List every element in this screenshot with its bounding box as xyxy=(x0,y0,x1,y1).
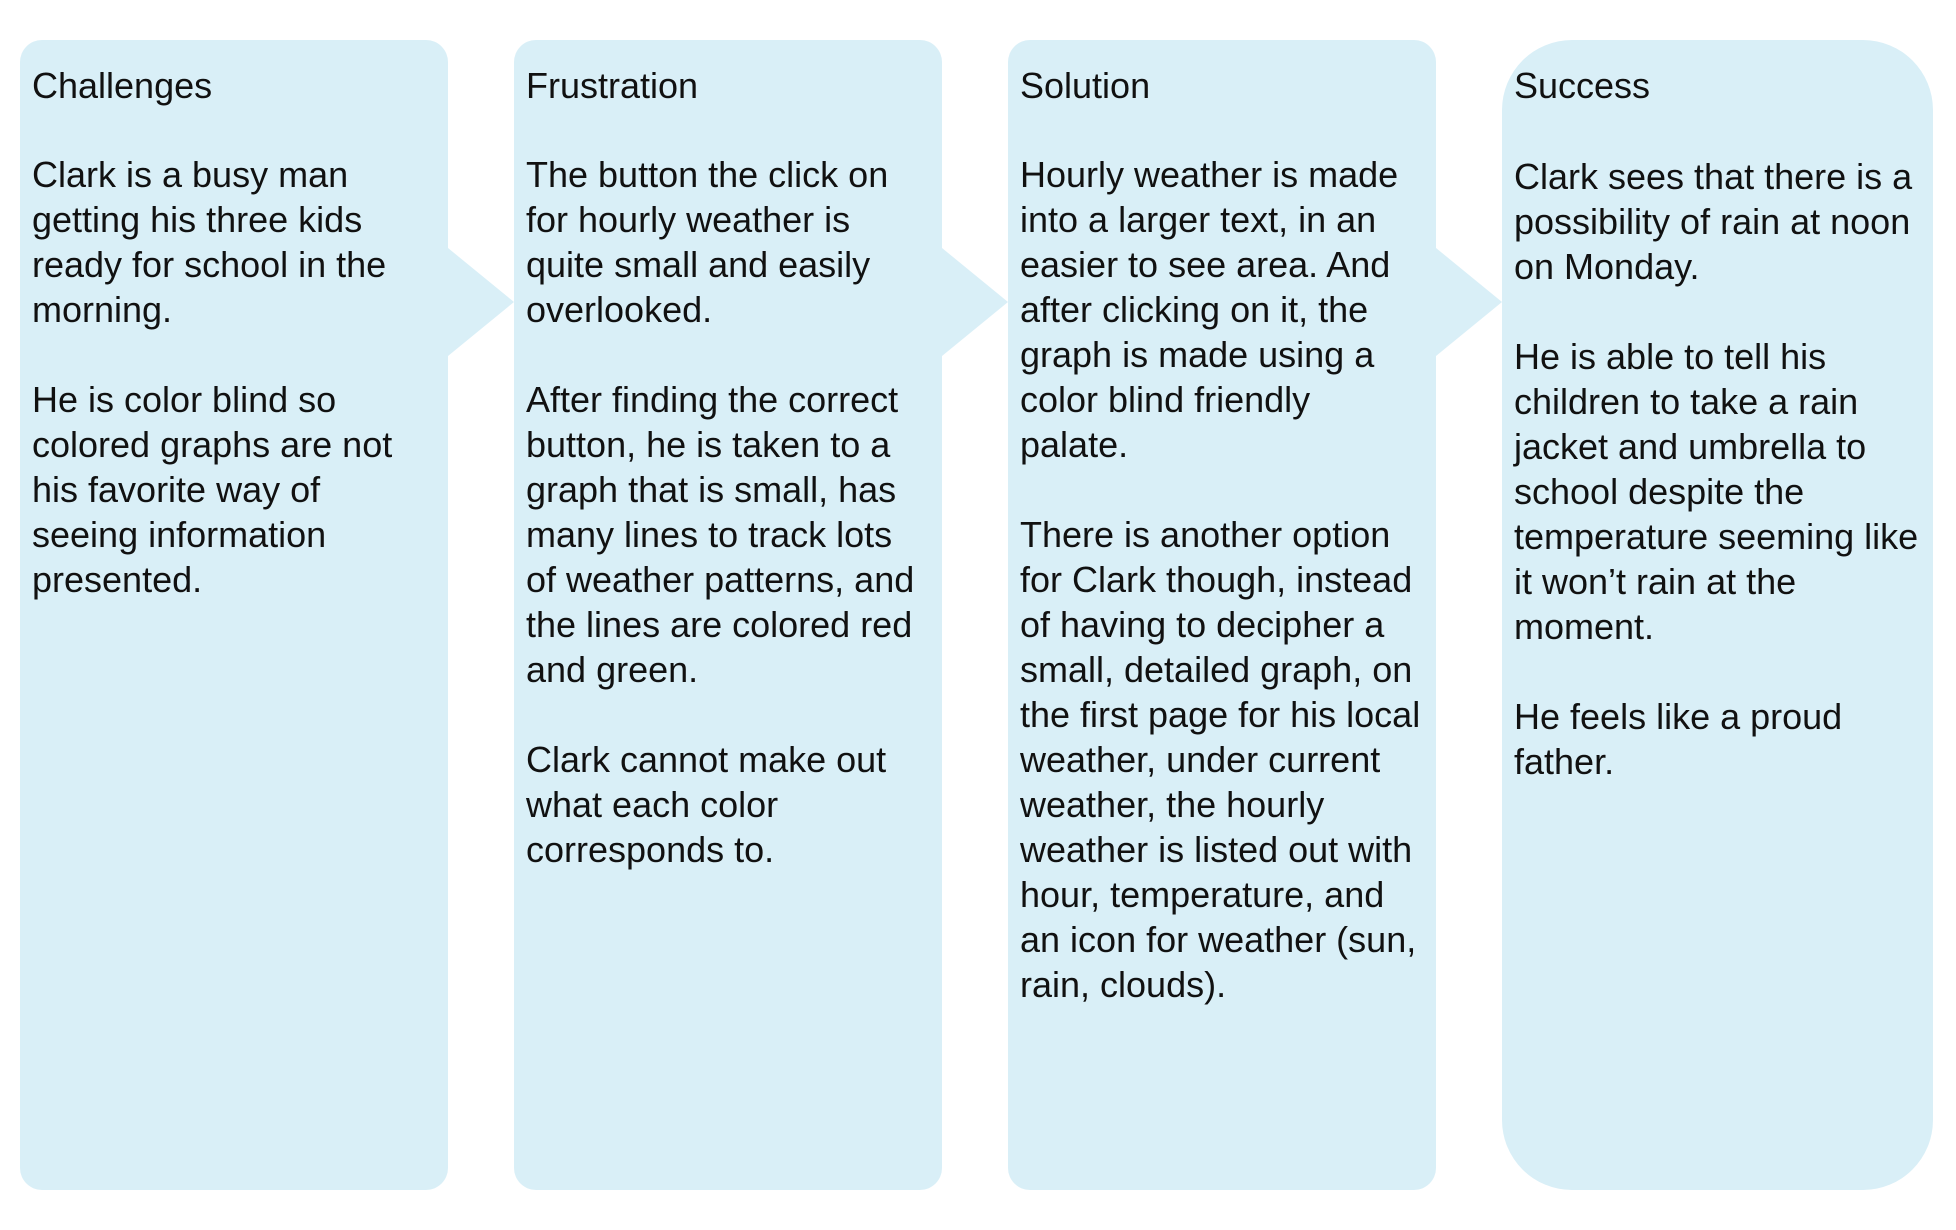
stage-paragraph: Hourly weather is made into a larger tex… xyxy=(1020,154,1399,465)
arrow-connector xyxy=(448,248,514,356)
stage-paragraph: Clark sees that there is a possibility o… xyxy=(1514,156,1913,287)
stage-card-success: Success Clark sees that there is a possi… xyxy=(1502,40,1933,1190)
stage-paragraph: There is another option for Clark though… xyxy=(1020,514,1421,1005)
stage-title: Challenges xyxy=(32,65,213,106)
stage-paragraph: Clark is a busy man getting his three ki… xyxy=(32,154,387,330)
stage-paragraph: After finding the correct button, he is … xyxy=(526,379,915,690)
stage-title: Frustration xyxy=(526,65,699,106)
stage-card-solution: Solution Hourly weather is made into a l… xyxy=(1008,40,1436,1190)
arrow-connector xyxy=(942,248,1008,356)
stage-paragraph: Clark cannot make out what each color co… xyxy=(526,739,887,870)
stage-paragraph: He feels like a proud father. xyxy=(1514,696,1843,782)
stage-card-frustration: Frustration The button the click on for … xyxy=(514,40,942,1190)
stage-card-challenges: Challenges Clark is a busy man getting h… xyxy=(20,40,448,1190)
stage-paragraph: He is color blind so colored graphs are … xyxy=(32,379,393,600)
arrow-connector xyxy=(1436,248,1502,356)
stage-paragraph: The button the click on for hourly weath… xyxy=(526,154,889,330)
stage-title: Solution xyxy=(1020,65,1151,106)
stage-title: Success xyxy=(1514,65,1651,106)
stage-paragraph: He is able to tell his children to take … xyxy=(1514,336,1919,647)
